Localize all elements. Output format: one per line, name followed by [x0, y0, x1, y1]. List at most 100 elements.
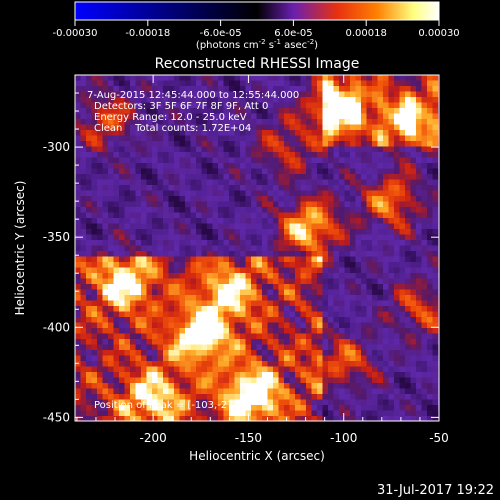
- heatmap-cell: [102, 377, 109, 384]
- heatmap-cell: [240, 163, 246, 169]
- heatmap-cell: [300, 399, 307, 406]
- heatmap-cell: [174, 350, 180, 356]
- heatmap-cell: [333, 108, 340, 114]
- heatmap-cell: [355, 152, 362, 158]
- heatmap-cell: [355, 212, 362, 219]
- heatmap-cell: [394, 361, 400, 367]
- heatmap-cell: [157, 300, 164, 307]
- heatmap-cell: [278, 410, 285, 417]
- heatmap-cell: [361, 190, 367, 197]
- heatmap-cell: [190, 350, 197, 356]
- heatmap-cell: [80, 207, 87, 213]
- heatmap-cell: [361, 97, 367, 103]
- heatmap-cell: [350, 377, 356, 384]
- heatmap-cell: [223, 141, 230, 147]
- heatmap-cell: [388, 135, 395, 142]
- heatmap-cell: [284, 273, 290, 279]
- heatmap-cell: [240, 141, 246, 147]
- heatmap-cell: [377, 174, 384, 180]
- heatmap-cell: [410, 124, 417, 131]
- heatmap-cell: [201, 410, 208, 417]
- heatmap-cell: [300, 174, 307, 180]
- heatmap-cell: [333, 333, 340, 340]
- heatmap-cell: [80, 344, 87, 351]
- heatmap-cell: [427, 234, 433, 241]
- heatmap-cell: [174, 295, 180, 301]
- heatmap-cell: [240, 267, 246, 274]
- heatmap-cell: [416, 185, 422, 191]
- heatmap-cell: [394, 229, 400, 235]
- heatmap-cell: [196, 383, 202, 389]
- heatmap-cell: [306, 86, 312, 92]
- heatmap-cell: [196, 284, 202, 290]
- heatmap-cell: [366, 372, 373, 378]
- heatmap-cell: [108, 124, 114, 131]
- heatmap-cell: [284, 201, 290, 208]
- heatmap-cell: [86, 130, 92, 136]
- heatmap-cell: [289, 201, 296, 208]
- heatmap-cell: [306, 278, 312, 285]
- heatmap-cell: [366, 328, 373, 334]
- heatmap-cell: [366, 273, 373, 279]
- heatmap-cell: [91, 273, 98, 279]
- heatmap-cell: [108, 212, 114, 219]
- heatmap-cell: [135, 135, 142, 142]
- heatmap-cell: [339, 207, 345, 213]
- heatmap-cell: [377, 152, 384, 158]
- heatmap-cell: [163, 240, 169, 246]
- heatmap-cell: [278, 300, 285, 307]
- heatmap-cell: [135, 102, 142, 109]
- heatmap-cell: [218, 207, 224, 213]
- heatmap-cell: [75, 152, 81, 158]
- heatmap-cell: [146, 317, 153, 323]
- heatmap-cell: [399, 75, 406, 81]
- heatmap-cell: [278, 124, 285, 131]
- heatmap-cell: [196, 157, 202, 164]
- heatmap-cell: [218, 344, 224, 351]
- heatmap-cell: [152, 355, 158, 362]
- heatmap-cell: [163, 201, 169, 208]
- heatmap-cell: [278, 119, 285, 125]
- heatmap-cell: [80, 377, 87, 384]
- heatmap-cell: [218, 262, 224, 268]
- heatmap-cell: [361, 344, 367, 351]
- heatmap-cell: [267, 317, 274, 323]
- heatmap-cell: [278, 168, 285, 175]
- heatmap-cell: [135, 86, 142, 92]
- heatmap-cell: [278, 278, 285, 285]
- heatmap-cell: [108, 344, 114, 351]
- heatmap-cell: [113, 174, 120, 180]
- heatmap-cell: [311, 388, 318, 395]
- heatmap-cell: [399, 410, 406, 417]
- heatmap-cell: [86, 196, 92, 202]
- heatmap-cell: [179, 399, 186, 406]
- heatmap-cell: [80, 185, 87, 191]
- heatmap-cell: [344, 295, 351, 301]
- heatmap-cell: [240, 245, 246, 252]
- heatmap-cell: [113, 300, 120, 307]
- heatmap-cell: [311, 97, 318, 103]
- heatmap-cell: [245, 278, 252, 285]
- heatmap-cell: [410, 190, 417, 197]
- heatmap-cell: [262, 262, 268, 268]
- heatmap-cell: [102, 394, 109, 400]
- heatmap-cell: [405, 218, 411, 224]
- heatmap-cell: [196, 179, 202, 186]
- heatmap-cell: [361, 102, 367, 109]
- heatmap-cell: [311, 196, 318, 202]
- heatmap-cell: [75, 328, 81, 334]
- heatmap-cell: [394, 130, 400, 136]
- heatmap-cell: [113, 317, 120, 323]
- heatmap-cell: [196, 251, 202, 257]
- heatmap-cell: [163, 135, 169, 142]
- heatmap-cell: [251, 201, 257, 208]
- heatmap-cell: [344, 152, 351, 158]
- heatmap-cell: [300, 394, 307, 400]
- heatmap-cell: [196, 317, 202, 323]
- heatmap-cell: [306, 322, 312, 329]
- heatmap-cell: [146, 223, 153, 230]
- heatmap-cell: [306, 273, 312, 279]
- heatmap-cell: [102, 102, 109, 109]
- heatmap-cell: [399, 102, 406, 109]
- heatmap-cell: [317, 388, 323, 395]
